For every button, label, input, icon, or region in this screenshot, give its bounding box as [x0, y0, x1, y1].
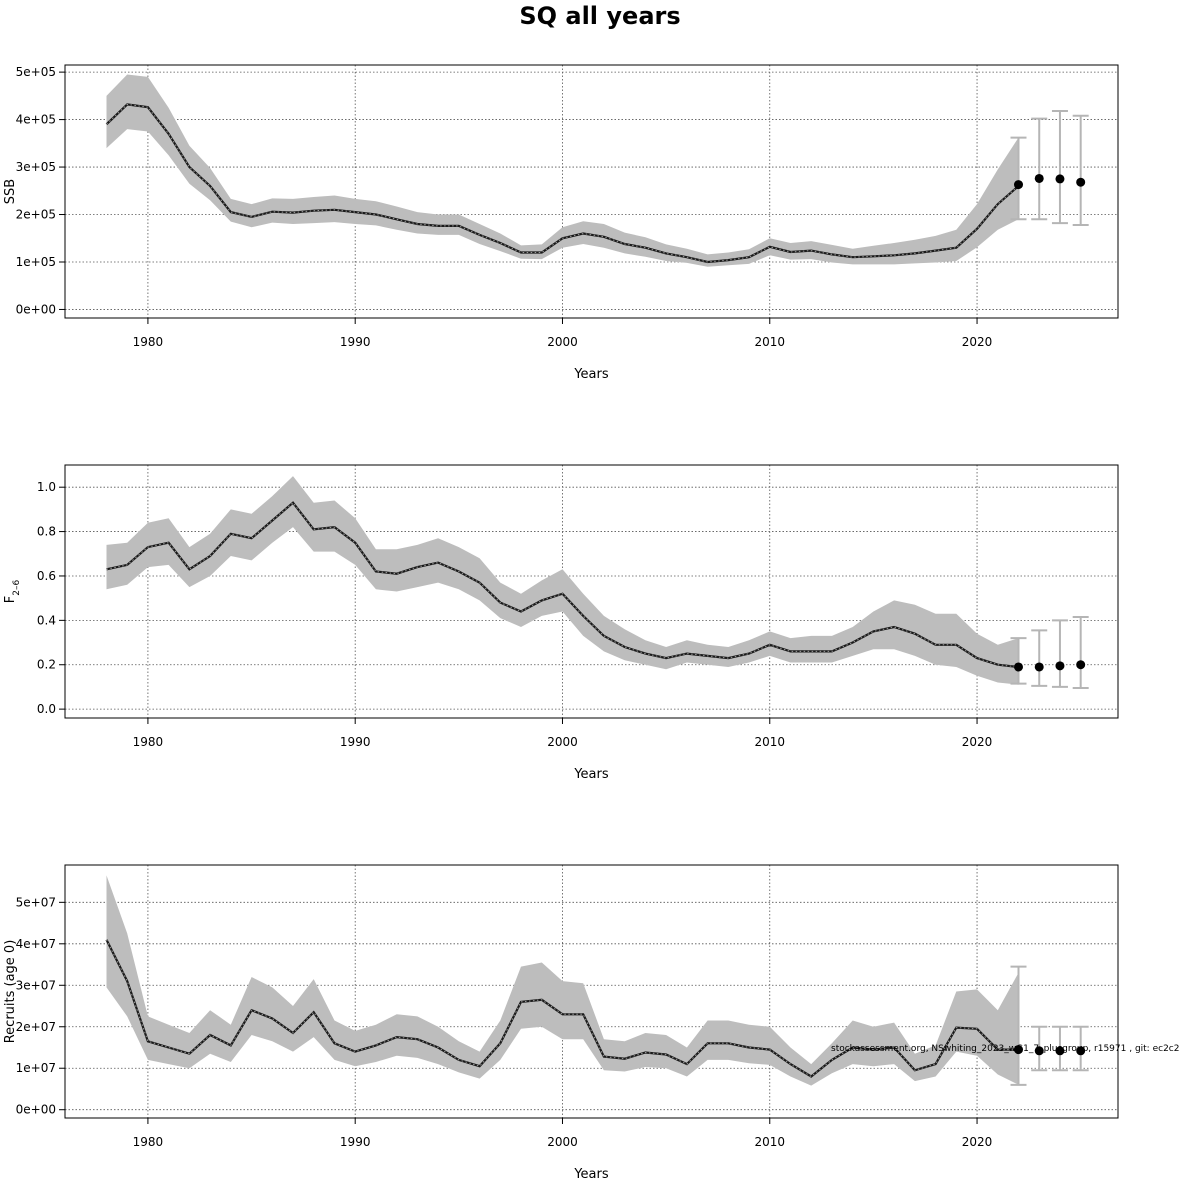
ssb-forecast-point	[1014, 180, 1024, 190]
f-forecast-point	[1014, 662, 1024, 672]
ssb-x-tick-label: 1980	[133, 335, 164, 349]
f-x-tick-label: 1990	[340, 735, 371, 749]
recruits-panel: 1980 1990 2000 2010 2020 0e+00 1e+07 2e+07 3e+07…	[3, 864, 1119, 1182]
recruits-x-tick-label: 2000	[547, 1135, 578, 1149]
recruits-x-tick-label: 1980	[133, 1135, 164, 1149]
ssb-y-tick-label: 5e+05	[16, 65, 56, 79]
ssb-forecast-point	[1055, 174, 1065, 184]
f-x-tick-label: 2020	[962, 735, 993, 749]
recruits-estimate-dots	[106, 939, 1019, 1078]
f-y-tick-label: 0.8	[37, 525, 56, 539]
recruits-plot-frame	[64, 864, 1119, 1119]
recruits-y-tick-label: 1e+07	[16, 1061, 56, 1075]
recruits-confidence-band	[106, 875, 1019, 1086]
ssb-forecast-point	[1076, 177, 1086, 187]
f-plot-frame	[64, 464, 1119, 719]
ssb-plot-frame	[64, 64, 1119, 319]
recruits-x-tick-label: 2020	[962, 1135, 993, 1149]
f-y-tick-label: 0.2	[37, 658, 56, 672]
f-x-tick-label: 2000	[547, 735, 578, 749]
f-x-tick-label: 1980	[133, 735, 164, 749]
ssb-y-tick-label: 4e+05	[16, 113, 56, 127]
recruits-forecast-point	[1034, 1046, 1044, 1056]
f-y-tick-label: 0.4	[37, 613, 56, 627]
ssb-estimate-dots	[106, 103, 1019, 263]
f-forecast-point	[1055, 661, 1065, 671]
recruits-x-axis-title: Years	[573, 1167, 609, 1182]
recruits-x-tick-label: 2010	[754, 1135, 785, 1149]
ssb-y-axis-title: SSB	[3, 179, 18, 204]
ssb-forecast-point	[1034, 173, 1044, 183]
recruits-x-tick-label: 1990	[340, 1135, 371, 1149]
ssb-y-tick-label: 3e+05	[16, 160, 56, 174]
footnote: stockassessment.org, NSwhiting_2023_wG1_…	[831, 1044, 1179, 1054]
ssb-y-tick-label: 1e+05	[16, 255, 56, 269]
f-y-axis-subscript: 2–6	[12, 580, 22, 596]
recruits-forecast-point	[1014, 1045, 1024, 1055]
f-y-tick-label: 0.6	[37, 569, 56, 583]
recruits-y-tick-label: 3e+07	[16, 978, 56, 992]
ssb-x-tick-label: 2000	[547, 335, 578, 349]
f-forecast-point	[1034, 662, 1044, 672]
f-y-axis-title: F2–6	[3, 580, 22, 604]
f-x-axis-title: Years	[573, 767, 609, 782]
f-x-tick-label: 2010	[754, 735, 785, 749]
f-estimate-dots	[106, 501, 1019, 668]
recruits-y-tick-label: 2e+07	[16, 1020, 56, 1034]
recruits-forecast-point	[1055, 1046, 1065, 1056]
ssb-y-tick-label: 0e+00	[16, 302, 56, 316]
recruits-y-axis-title: Recruits (age 0)	[3, 940, 18, 1044]
ssb-confidence-band	[106, 74, 1019, 267]
f-y-tick-label: 0.0	[37, 702, 56, 716]
recruits-y-tick-label: 0e+00	[16, 1103, 56, 1117]
f-forecast-point	[1076, 660, 1086, 670]
recruits-forecast-point	[1076, 1046, 1086, 1056]
ssb-y-tick-label: 2e+05	[16, 208, 56, 222]
ssb-x-tick-label: 1990	[340, 335, 371, 349]
ssb-x-tick-label: 2010	[754, 335, 785, 349]
ssb-x-axis-title: Years	[573, 367, 609, 382]
chart-title: SQ all years	[519, 2, 680, 30]
ssb-x-tick-label: 2020	[962, 335, 993, 349]
ssb-panel: 1980 1990 2000 2010 2020 0e+00 1e+05 2e+05 3e+05…	[3, 64, 1119, 382]
recruits-y-tick-label: 5e+07	[16, 895, 56, 909]
fishing-mortality-panel: 1980 1990 2000 2010 2020 0.0 0.2 0.4 0.6 0.8 1.0 Ye…	[3, 464, 1119, 782]
f-y-tick-label: 1.0	[37, 480, 56, 494]
recruits-y-tick-label: 4e+07	[16, 937, 56, 951]
